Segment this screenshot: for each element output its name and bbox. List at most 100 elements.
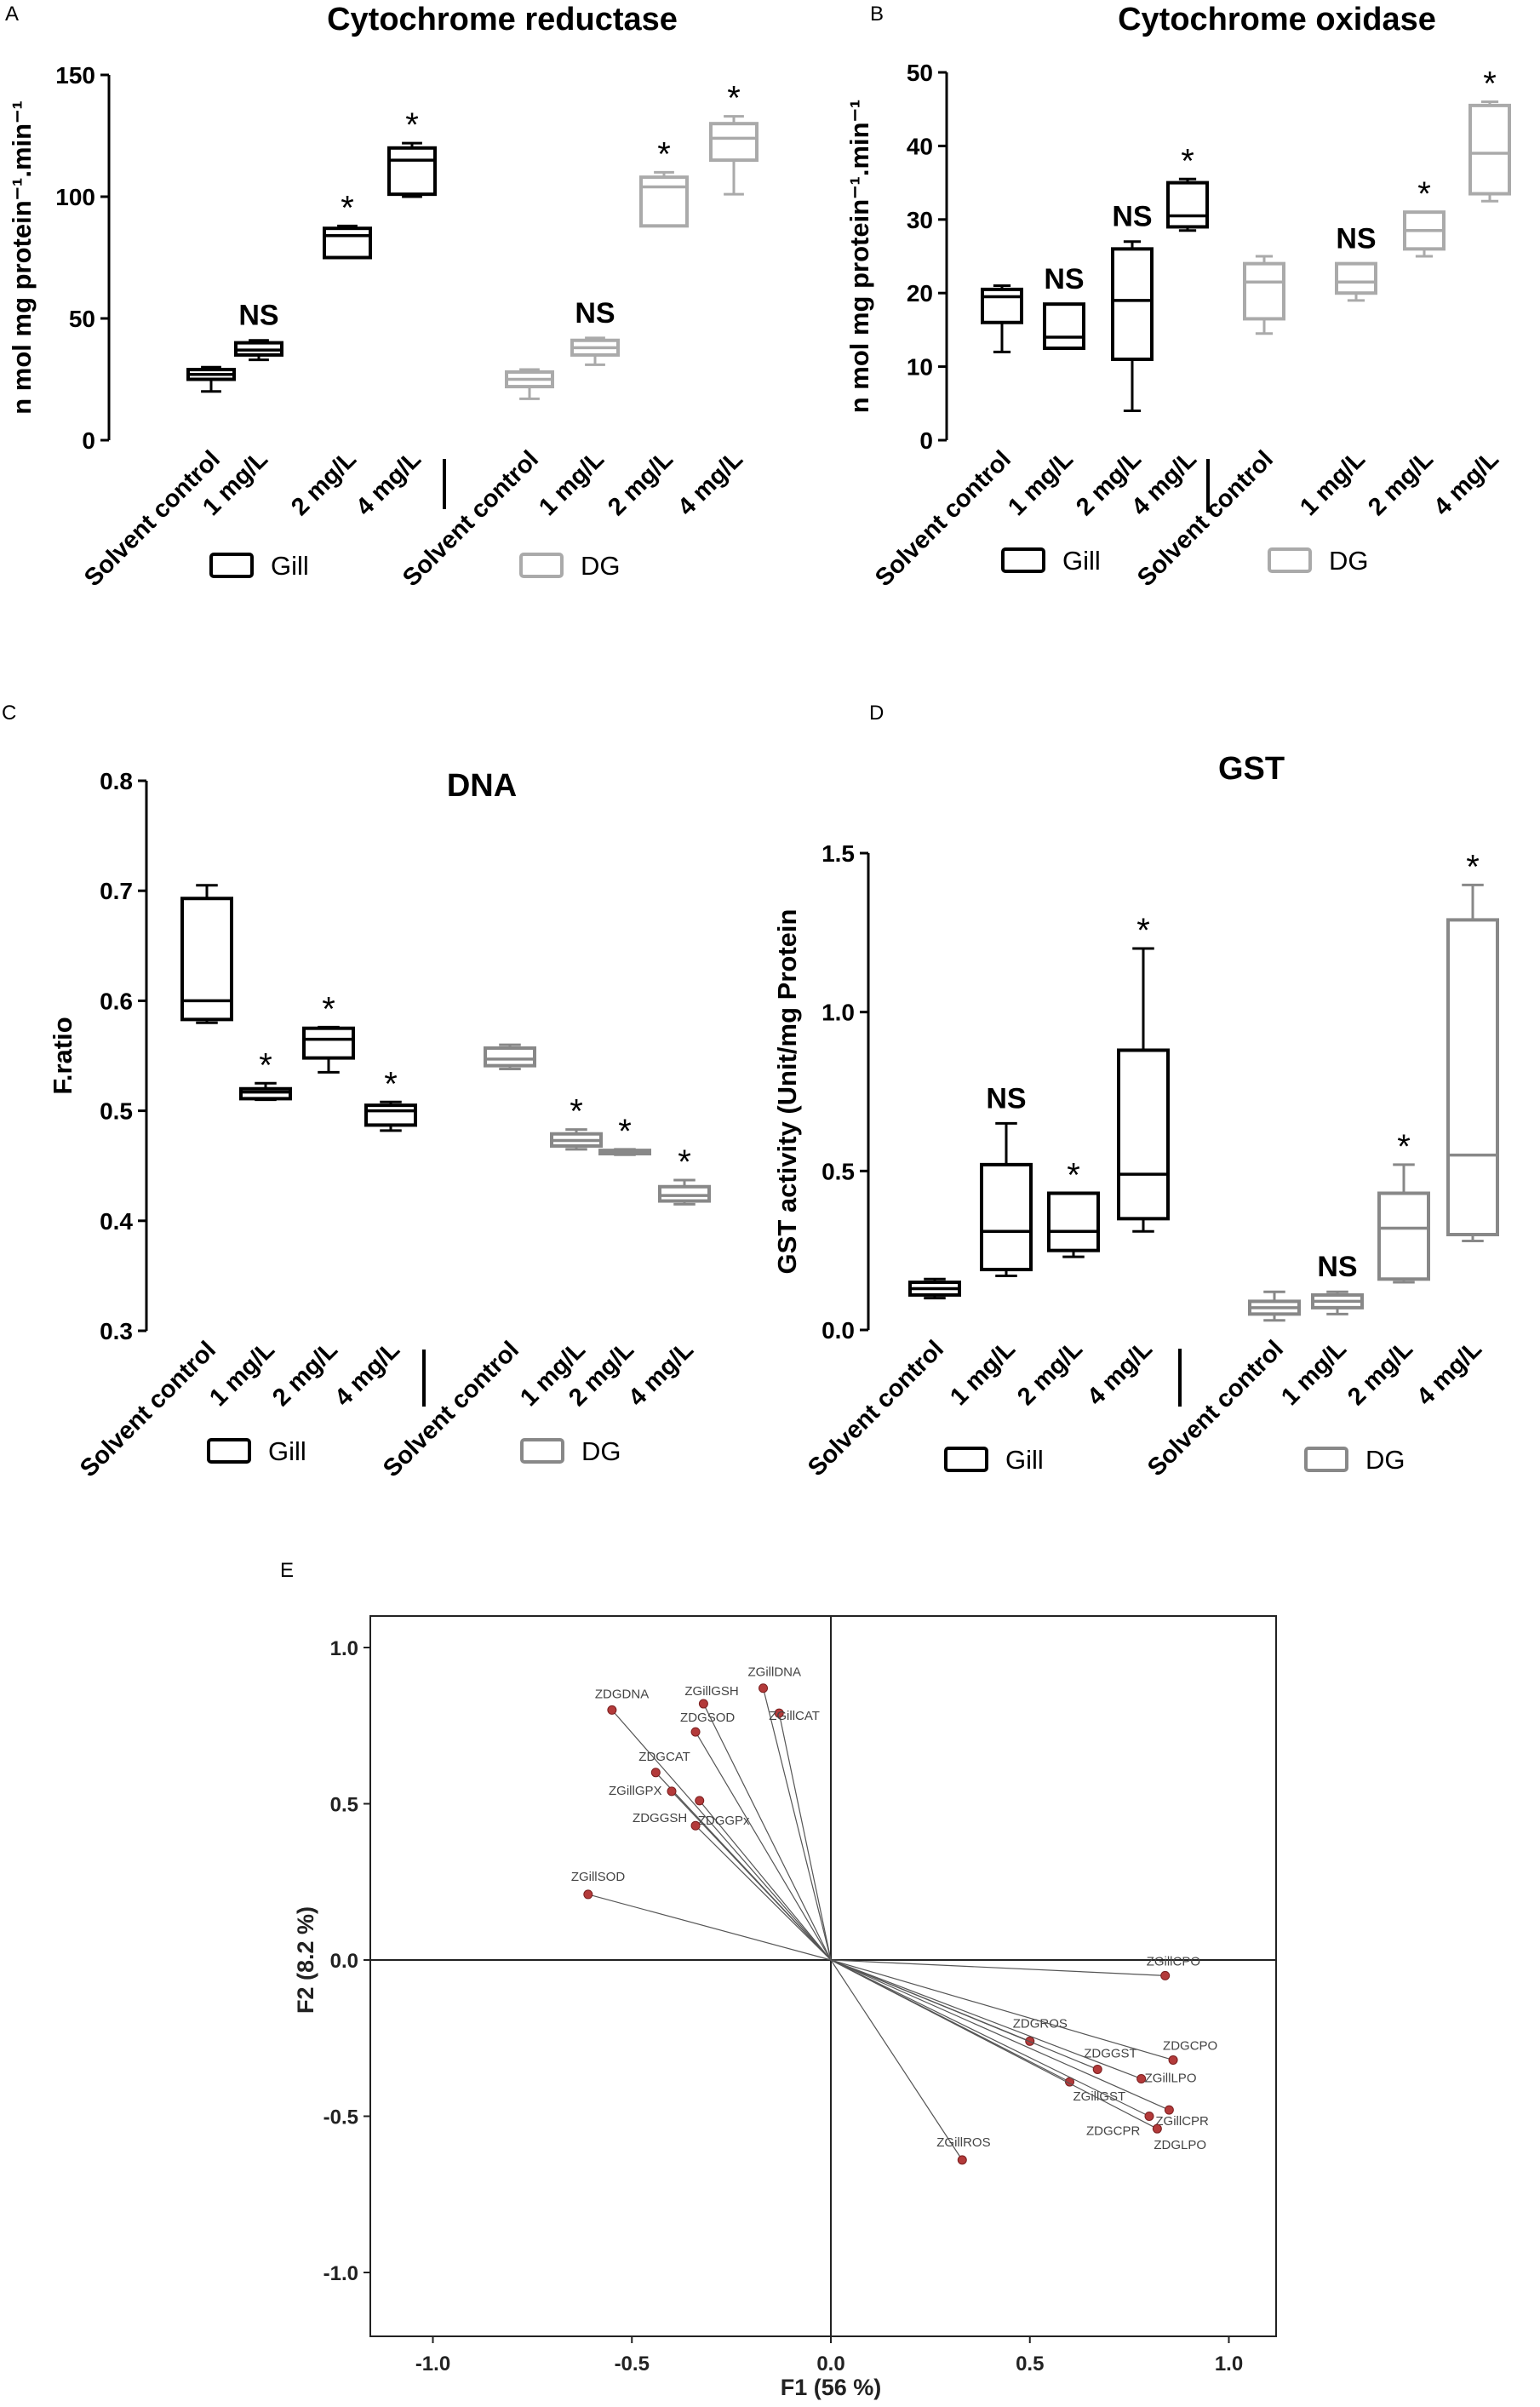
y-tick-label: 0.0 [330, 1950, 358, 1973]
y-tick-label: 0.6 [100, 988, 133, 1014]
legend-label-gill: Gill [271, 551, 309, 581]
box-gill-2 [1111, 240, 1154, 412]
box-gill-3 [1117, 947, 1170, 1233]
box-dg-3 [1446, 883, 1499, 1242]
legend-label-dg: DG [581, 551, 621, 581]
y-tick-label: 20 [907, 280, 933, 307]
panel-letter: A [5, 3, 19, 26]
point-label: ZGillCPO [1147, 1954, 1200, 1969]
x-tick-label: Solvent control [870, 445, 1016, 592]
legend-swatch-gill [209, 553, 254, 578]
x-tick-label: 1 mg/L [1295, 445, 1371, 521]
significance-star: * [1136, 912, 1150, 949]
loading-vector [830, 1959, 1158, 2129]
box-iqr [639, 175, 689, 228]
point-label: ZDGDNA [595, 1687, 649, 1701]
y-tick-label: 1.5 [822, 840, 855, 867]
y-tick-label: 100 [55, 184, 95, 210]
point-label: ZDGGPx [698, 1814, 750, 1828]
x-tick-label: 2 mg/L [603, 445, 678, 521]
point-label: ZDGGST [1084, 2046, 1137, 2060]
annotation-ns: NS [1336, 223, 1376, 255]
loading-vector [699, 1800, 832, 1961]
loading-point [695, 1796, 705, 1806]
panel-a: A Cytochrome reductase 0 50 100 150 n mol mg p… [5, 2, 759, 592]
legend-swatch-dg [1304, 1447, 1348, 1472]
pca-point-group: ZDGLPO [830, 1959, 1206, 2152]
point-label: ZDGSOD [680, 1711, 735, 1725]
pca-point-group: ZGillGSH [684, 1684, 832, 1961]
loading-vector [830, 1959, 1098, 2071]
y-tick-label: 0.4 [100, 1208, 133, 1235]
box-iqr [302, 1026, 355, 1060]
y-tick-label: 0 [919, 427, 933, 454]
loading-vector [830, 1959, 1165, 1976]
pca-point-group: ZDGGSH [633, 1811, 832, 1961]
panel-c: C DNA 0.3 0.4 0.5 0.6 0.7 0.8 F.ratio Solvent con… [2, 702, 711, 1482]
x-tick-label: -1.0 [415, 2353, 450, 2375]
x-tick-label: 0.5 [1016, 2353, 1044, 2375]
loading-vector [830, 1959, 963, 2161]
pca-point-group: ZGillLPO [830, 1959, 1196, 2085]
significance-star: * [727, 80, 741, 117]
loading-vector [762, 1688, 832, 1961]
pca-point-group: ZDGSOD [680, 1711, 832, 1961]
x-tick-label: 4 mg/L [673, 445, 748, 521]
pca-point-group: ZGillCPO [830, 1954, 1200, 1980]
legend: Gill DG [944, 1445, 1405, 1475]
pca-point-group: ZGillDNA [748, 1665, 832, 1961]
y-axis-label: n mol mg protein⁻¹.min⁻¹ [844, 100, 874, 414]
box-gill-2 [323, 224, 372, 260]
x-tick-label: 4 mg/L [329, 1336, 405, 1412]
box-gill-0 [180, 884, 233, 1024]
y-tick-label: 10 [907, 354, 933, 381]
significance-star: * [618, 1113, 632, 1150]
box-iqr [239, 1086, 292, 1101]
x-tick-label: 4 mg/L [351, 445, 427, 521]
x-tick-label: 2 mg/L [1012, 1335, 1088, 1411]
point-label: ZDGCPO [1163, 2038, 1217, 2053]
y-tick-label: 50 [69, 306, 95, 332]
box-dg-0 [484, 1043, 536, 1071]
box-gill-2 [302, 1025, 355, 1074]
y-tick-label: 150 [55, 62, 95, 89]
x-tick-label: 1 mg/L [534, 445, 610, 521]
box-dg-1 [570, 336, 620, 366]
chart-title: Cytochrome reductase [327, 2, 678, 37]
pca-point-group: ZGillCAT [769, 1708, 832, 1961]
box-iqr [658, 1184, 711, 1203]
pca-point-group: ZGillSOD [571, 1870, 832, 1961]
loading-point [1092, 2064, 1102, 2074]
loading-point [690, 1727, 701, 1737]
significance-star: * [259, 1046, 272, 1084]
panel-letter: C [2, 702, 16, 725]
x-tick-label: Solvent control [1132, 445, 1279, 592]
y-tick-label: 0.5 [822, 1158, 855, 1184]
y-axis-label: GST activity (Unit/mg Protein [772, 909, 802, 1275]
y-tick-label: 0.8 [100, 768, 133, 794]
legend-label-gill: Gill [1005, 1445, 1044, 1475]
point-label: ZGillGPX [609, 1784, 662, 1798]
significance-star: * [570, 1093, 583, 1131]
pca-point-group: ZGillROS [830, 1959, 991, 2165]
point-label: ZDGCPR [1086, 2124, 1141, 2139]
loading-vector [671, 1791, 832, 1961]
significance-star: * [657, 135, 671, 173]
box-gill-3 [387, 141, 437, 198]
y-tick-label: 50 [907, 60, 933, 86]
legend-swatch-dg [519, 553, 564, 578]
box-gill-1 [980, 1121, 1033, 1278]
loading-vector [778, 1712, 832, 1961]
annotation-ns: NS [986, 1082, 1026, 1115]
significance-star: * [1067, 1156, 1080, 1194]
loading-point [1160, 1970, 1171, 1980]
significance-star: * [405, 106, 419, 144]
box-dg-1 [550, 1128, 603, 1151]
box-iqr [1446, 918, 1499, 1237]
box-dg-1 [1311, 1290, 1364, 1315]
loading-point [1164, 2105, 1174, 2115]
significance-star: * [1397, 1128, 1411, 1166]
annotation-ns: NS [575, 297, 615, 330]
point-label: ZGillCAT [769, 1709, 820, 1723]
